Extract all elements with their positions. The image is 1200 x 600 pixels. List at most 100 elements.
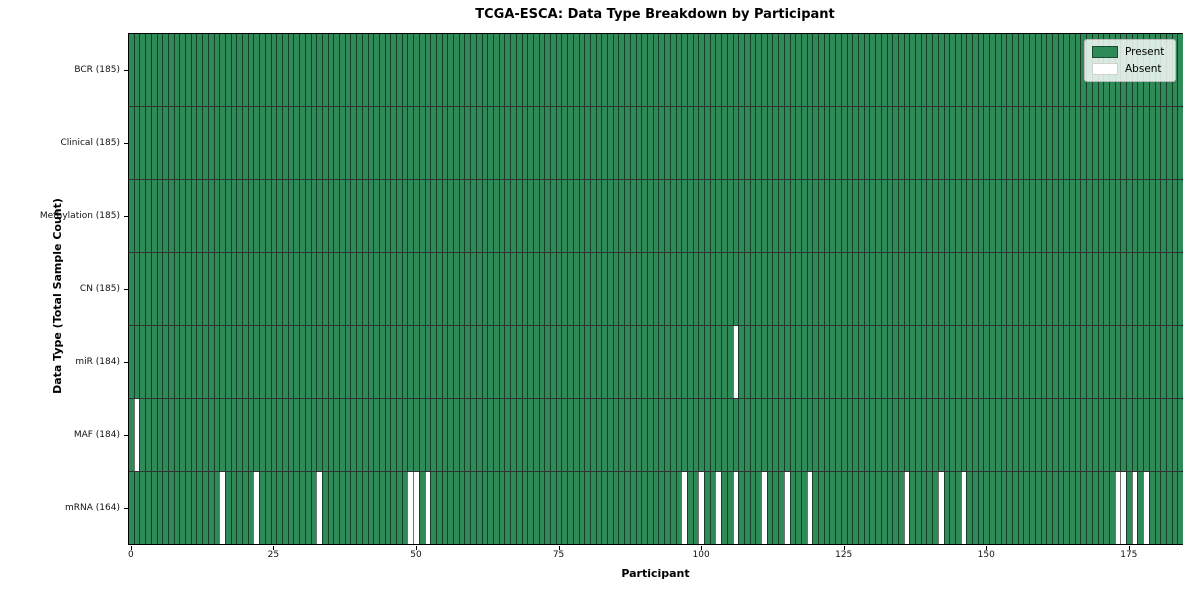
heatmap-cell [704,472,710,544]
heatmap-cell [909,107,916,179]
heatmap-cell [1165,253,1172,325]
heatmap-cell [321,107,328,179]
heatmap-cell [1080,326,1087,398]
heatmap-cell [247,472,254,544]
heatmap-cell [635,180,642,252]
heatmap-cell [652,34,659,106]
heatmap-cell [578,399,585,471]
heatmap-cell [447,180,454,252]
heatmap-cell [185,399,191,471]
heatmap-cell [1023,253,1030,325]
heatmap-cell [498,180,505,252]
heatmap-cell [1034,107,1041,179]
heatmap-cell [954,107,961,179]
heatmap-cell [270,34,277,106]
heatmap-cell [498,107,505,179]
heatmap-cell [527,326,533,398]
heatmap-cell [709,107,716,179]
heatmap-cell [669,107,676,179]
heatmap-cell [994,180,1001,252]
heatmap-cell [772,253,779,325]
heatmap-cell [190,253,197,325]
heatmap-cell [390,472,397,544]
heatmap-cell [150,34,157,106]
heatmap-cell [129,180,134,252]
heatmap-cell [435,399,442,471]
heatmap-cell [875,472,881,544]
heatmap-cell [498,326,505,398]
heatmap-cell [635,107,642,179]
heatmap-cell [783,472,790,544]
heatmap-cell [1074,326,1081,398]
heatmap-cell [726,253,733,325]
heatmap-cell [1160,180,1166,252]
heatmap-cell [743,253,750,325]
heatmap-cell [875,326,881,398]
heatmap-cell [133,472,140,544]
heatmap-cell [538,34,545,106]
heatmap-cell [732,399,739,471]
heatmap-cell [903,180,910,252]
heatmap-cell [1148,399,1155,471]
heatmap-cell [835,107,841,179]
heatmap-cell [721,472,727,544]
heatmap-cell [977,107,984,179]
heatmap-cell [646,180,653,252]
heatmap-cell [1074,472,1081,544]
heatmap-cell [532,399,539,471]
heatmap-cell [612,34,619,106]
heatmap-cell [972,399,978,471]
heatmap-cell [1029,34,1035,106]
heatmap-cell [424,399,431,471]
heatmap-cell [800,472,807,544]
heatmap-cell [396,253,402,325]
heatmap-cell [253,399,260,471]
heatmap-cell [806,180,813,252]
heatmap-cell [133,107,140,179]
heatmap-cell [1080,107,1087,179]
heatmap-cell [304,180,311,252]
x-tick-label-125: 125 [835,550,853,560]
heatmap-cell [743,472,750,544]
heatmap-cell [972,180,978,252]
heatmap-cell [715,472,722,544]
heatmap-cell [247,253,254,325]
heatmap-cell [909,472,916,544]
heatmap-cell [932,107,938,179]
heatmap-cell [886,180,893,252]
heatmap-cell [230,399,237,471]
heatmap-cell [510,180,516,252]
heatmap-cell [1171,399,1178,471]
heatmap-cell [1074,34,1081,106]
heatmap-cell [1051,107,1058,179]
heatmap-cell [1091,472,1098,544]
heatmap-cell [937,180,944,252]
heatmap-cell [852,180,858,252]
heatmap-cell [1177,472,1184,544]
heatmap-cell [196,180,203,252]
heatmap-cell [367,107,374,179]
heatmap-cell [458,180,465,252]
heatmap-cell [401,107,408,179]
heatmap-cell [658,34,665,106]
heatmap-cell [464,107,471,179]
heatmap-cell [686,180,693,252]
heatmap-cell [339,34,345,106]
heatmap-cell [972,253,978,325]
heatmap-cell [641,34,647,106]
heatmap-cell [567,472,573,544]
heatmap-cell [1143,107,1149,179]
heatmap-cell [698,34,705,106]
heatmap-cell [607,399,613,471]
heatmap-cell [1074,399,1081,471]
heatmap-cell [487,34,493,106]
heatmap-cell [572,34,579,106]
heatmap-cell [498,399,505,471]
heatmap-cell [1057,107,1064,179]
heatmap-cell [173,34,180,106]
heatmap-cell [1011,34,1018,106]
heatmap-cell [761,472,767,544]
heatmap-cell [430,399,436,471]
heatmap-cell [384,472,391,544]
heatmap-cell [430,326,436,398]
